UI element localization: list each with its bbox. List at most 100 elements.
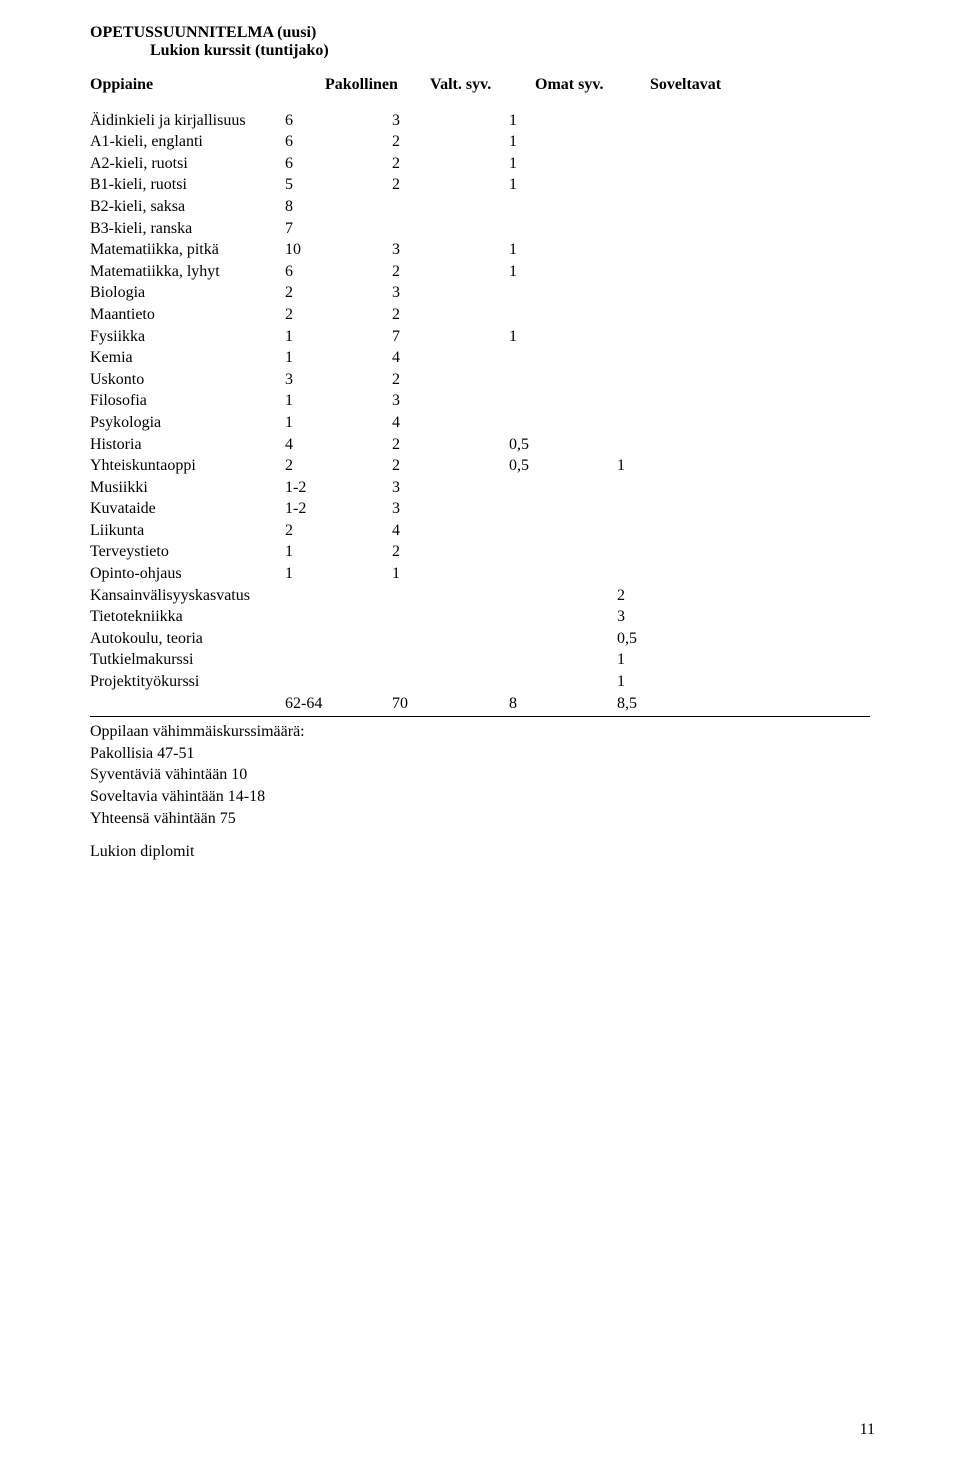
cell-valt-syv: 3 [392, 498, 509, 520]
totals-valt-syv: 70 [392, 693, 509, 715]
cell-subject: Fysiikka [90, 326, 285, 348]
cell-subject: Terveystieto [90, 541, 285, 563]
table-row: A1-kieli, englanti621 [90, 131, 880, 153]
cell-subject: Autokoulu, teoria [90, 628, 285, 650]
cell-valt-syv: 3 [392, 239, 509, 261]
cell-pakollinen: 6 [285, 131, 392, 153]
cell-soveltavat: 1 [617, 649, 737, 671]
cell-soveltavat: 0,5 [617, 628, 737, 650]
totals-omat-syv: 8 [509, 693, 617, 715]
table-row: Historia420,5 [90, 434, 880, 456]
cell-omat-syv: 1 [509, 110, 617, 132]
cell-valt-syv [392, 585, 509, 607]
cell-soveltavat [617, 541, 737, 563]
cell-omat-syv: 1 [509, 174, 617, 196]
cell-soveltavat: 3 [617, 606, 737, 628]
footer-line: Oppilaan vähimmäiskurssimäärä: [90, 721, 880, 743]
table-row: Kemia14 [90, 347, 880, 369]
cell-omat-syv [509, 347, 617, 369]
cell-pakollinen: 1 [285, 390, 392, 412]
cell-subject: Uskonto [90, 369, 285, 391]
cell-omat-syv [509, 304, 617, 326]
cell-pakollinen: 1-2 [285, 498, 392, 520]
table-row: Tietotekniikka3 [90, 606, 880, 628]
cell-pakollinen: 4 [285, 434, 392, 456]
cell-soveltavat [617, 131, 737, 153]
header-valt-syv: Valt. syv. [430, 74, 535, 96]
totals-subject [90, 693, 285, 715]
totals-soveltavat: 8,5 [617, 693, 737, 715]
cell-subject: Yhteiskuntaoppi [90, 455, 285, 477]
table-row: Yhteiskuntaoppi220,51 [90, 455, 880, 477]
table-row: Autokoulu, teoria 0,5 [90, 628, 880, 650]
table-row: Projektityökurssi1 [90, 671, 880, 693]
cell-pakollinen: 6 [285, 261, 392, 283]
cell-pakollinen: 3 [285, 369, 392, 391]
cell-pakollinen: 1 [285, 541, 392, 563]
cell-valt-syv: 2 [392, 434, 509, 456]
cell-omat-syv [509, 606, 617, 628]
cell-pakollinen: 6 [285, 110, 392, 132]
cell-valt-syv: 3 [392, 477, 509, 499]
table-row: Liikunta24 [90, 520, 880, 542]
cell-omat-syv: 1 [509, 153, 617, 175]
cell-valt-syv: 3 [392, 390, 509, 412]
cell-valt-syv [392, 196, 509, 218]
table-row: Matematiikka, pitkä1031 [90, 239, 880, 261]
cell-subject: Biologia [90, 282, 285, 304]
table-row: Filosofia13 [90, 390, 880, 412]
cell-pakollinen: 1 [285, 563, 392, 585]
header-soveltavat: Soveltavat [650, 74, 780, 96]
cell-soveltavat [617, 153, 737, 175]
cell-subject: Matematiikka, pitkä [90, 239, 285, 261]
cell-omat-syv [509, 412, 617, 434]
cell-valt-syv [392, 218, 509, 240]
footer-line: Syventäviä vähintään 10 [90, 764, 880, 786]
header-subject: Oppiaine [90, 74, 325, 96]
cell-pakollinen: 6 [285, 153, 392, 175]
footer-line: Pakollisia 47-51 [90, 743, 880, 765]
table-row: Maantieto22 [90, 304, 880, 326]
cell-omat-syv [509, 369, 617, 391]
cell-soveltavat [617, 261, 737, 283]
cell-omat-syv: 0,5 [509, 434, 617, 456]
cell-subject: Historia [90, 434, 285, 456]
cell-valt-syv: 4 [392, 347, 509, 369]
cell-omat-syv [509, 218, 617, 240]
cell-omat-syv [509, 282, 617, 304]
table-row: B1-kieli, ruotsi521 [90, 174, 880, 196]
table-row: Uskonto32 [90, 369, 880, 391]
cell-soveltavat [617, 282, 737, 304]
cell-valt-syv [392, 671, 509, 693]
totals-pakollinen: 62-64 [285, 693, 392, 715]
cell-soveltavat [617, 304, 737, 326]
cell-soveltavat [617, 326, 737, 348]
cell-pakollinen [285, 628, 392, 650]
table-row: Kansainvälisyyskasvatus2 [90, 585, 880, 607]
cell-omat-syv [509, 585, 617, 607]
cell-valt-syv [392, 628, 509, 650]
cell-subject: B2-kieli, saksa [90, 196, 285, 218]
table-row: Biologia23 [90, 282, 880, 304]
cell-soveltavat [617, 563, 737, 585]
table-row: Opinto-ohjaus11 [90, 563, 880, 585]
cell-valt-syv: 3 [392, 282, 509, 304]
cell-valt-syv: 4 [392, 520, 509, 542]
cell-subject: A1-kieli, englanti [90, 131, 285, 153]
cell-soveltavat [617, 369, 737, 391]
cell-subject: B3-kieli, ranska [90, 218, 285, 240]
cell-omat-syv [509, 390, 617, 412]
cell-omat-syv [509, 498, 617, 520]
cell-subject: Kemia [90, 347, 285, 369]
doc-subtitle: Lukion kurssit (tuntijako) [90, 42, 880, 60]
cell-pakollinen [285, 606, 392, 628]
cell-pakollinen: 1-2 [285, 477, 392, 499]
cell-subject: Liikunta [90, 520, 285, 542]
cell-pakollinen [285, 649, 392, 671]
table-row: A2-kieli, ruotsi621 [90, 153, 880, 175]
cell-subject: Projektityökurssi [90, 671, 285, 693]
cell-soveltavat: 1 [617, 455, 737, 477]
table-row: Äidinkieli ja kirjallisuus631 [90, 110, 880, 132]
cell-omat-syv [509, 477, 617, 499]
table-row: B3-kieli, ranska7 [90, 218, 880, 240]
